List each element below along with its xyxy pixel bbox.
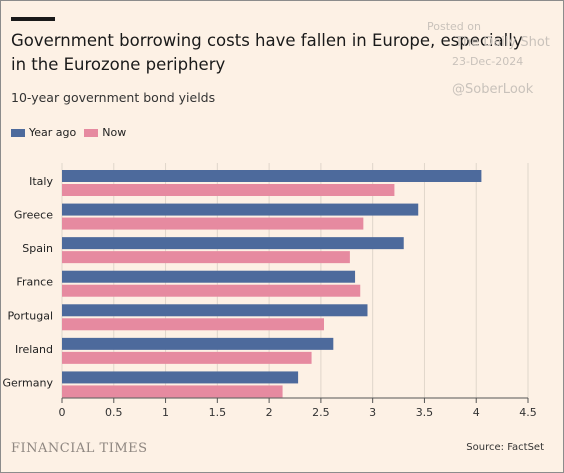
- legend-item-now: Now: [84, 126, 126, 139]
- publisher-logo-text: FINANCIAL TIMES: [11, 441, 148, 456]
- chart-title: Government borrowing costs have fallen i…: [11, 31, 523, 74]
- watermark-handle: @SoberLook: [452, 82, 534, 97]
- chart-subtitle: 10-year government bond yields: [11, 90, 216, 105]
- legend-label-year-ago: Year ago: [29, 126, 77, 139]
- chart-legend: Year ago Now: [11, 126, 134, 139]
- source-note: Source: FactSet: [466, 442, 544, 453]
- legend-swatch-year-ago: [11, 128, 25, 137]
- legend-item-year-ago: Year ago: [11, 126, 76, 139]
- watermark-date: 23-Dec-2024: [452, 55, 524, 68]
- watermark-brand: The Daily Shot: [455, 35, 550, 50]
- header-accent-bar: [11, 17, 55, 21]
- legend-swatch-now: [84, 128, 99, 137]
- watermark-posted: Posted on: [427, 20, 481, 33]
- legend-label-now: Now: [102, 126, 127, 139]
